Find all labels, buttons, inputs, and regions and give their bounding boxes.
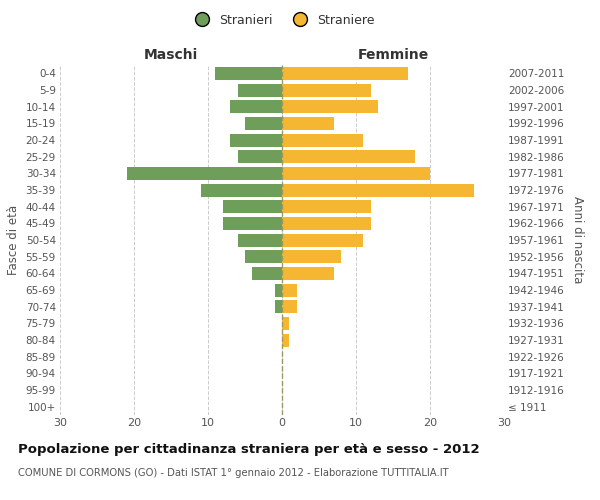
Bar [282,200,371,213]
Bar [282,267,334,280]
Text: COMUNE DI CORMONS (GO) - Dati ISTAT 1° gennaio 2012 - Elaborazione TUTTITALIA.IT: COMUNE DI CORMONS (GO) - Dati ISTAT 1° g… [18,468,449,477]
Bar [282,234,364,246]
Bar [238,234,282,246]
Bar [245,250,282,263]
Bar [282,250,341,263]
Bar [282,84,371,96]
Bar [282,334,289,346]
Bar [282,117,334,130]
Bar [282,100,378,113]
Bar [253,267,282,280]
Text: Popolazione per cittadinanza straniera per età e sesso - 2012: Popolazione per cittadinanza straniera p… [18,442,479,456]
Text: Femmine: Femmine [358,48,428,62]
Bar [282,284,297,296]
Bar [282,217,371,230]
Bar [238,84,282,96]
Bar [127,167,282,180]
Bar [282,184,475,196]
Bar [223,217,282,230]
Bar [215,67,282,80]
Bar [230,134,282,146]
Bar [275,284,282,296]
Bar [282,134,364,146]
Bar [275,300,282,313]
Bar [282,167,430,180]
Bar [238,150,282,163]
Bar [282,67,408,80]
Y-axis label: Anni di nascita: Anni di nascita [571,196,584,284]
Bar [282,150,415,163]
Y-axis label: Fasce di età: Fasce di età [7,205,20,275]
Bar [282,300,297,313]
Legend: Stranieri, Straniere: Stranieri, Straniere [184,8,380,32]
Text: Maschi: Maschi [144,48,198,62]
Bar [230,100,282,113]
Bar [223,200,282,213]
Bar [200,184,282,196]
Bar [282,317,289,330]
Bar [245,117,282,130]
